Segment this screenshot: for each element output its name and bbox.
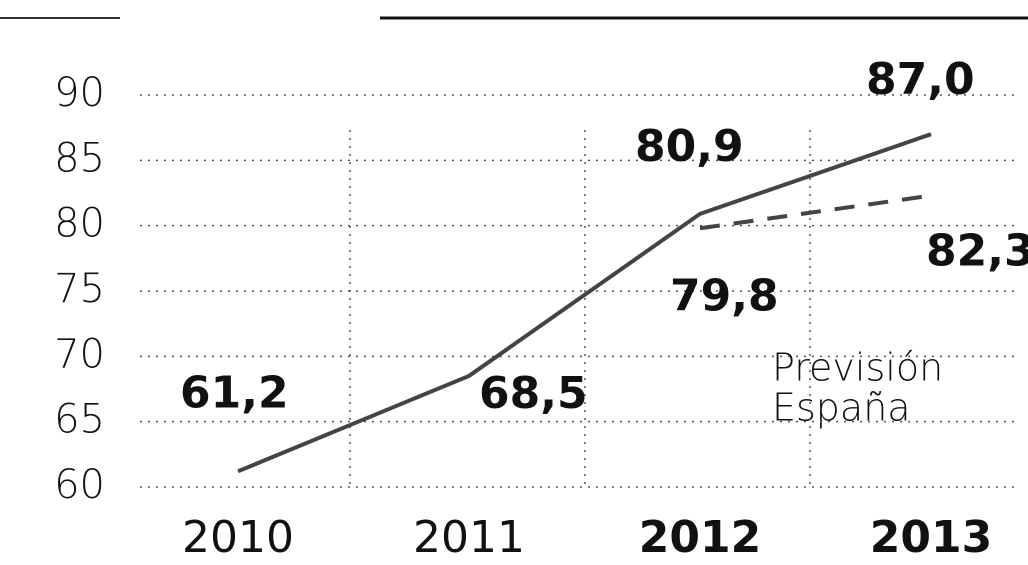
y-tick-label: 75 [54, 266, 105, 312]
y-tick-label: 60 [54, 462, 105, 508]
y-tick-label: 70 [54, 331, 105, 377]
y-tick-label: 90 [54, 70, 105, 116]
annotation: España [772, 386, 911, 430]
data-label: 68,5 [479, 368, 588, 419]
data-label: 79,8 [670, 270, 779, 321]
x-tick-label: 2010 [182, 512, 294, 563]
series-line [237, 132, 932, 474]
x-tick-label: 2011 [413, 512, 525, 563]
y-tick-label: 85 [54, 135, 105, 181]
data-label: 61,2 [180, 367, 289, 418]
data-label: 87,0 [866, 54, 975, 105]
y-tick-label: 65 [54, 397, 105, 443]
data-label: 82,3 [926, 226, 1028, 277]
data-label: 80,9 [635, 121, 744, 172]
x-tick-label: 2012 [639, 512, 761, 563]
annotation: Previsión [772, 346, 943, 390]
series-line [699, 193, 932, 231]
x-tick-label: 2013 [870, 512, 992, 563]
y-tick-label: 80 [54, 201, 105, 247]
